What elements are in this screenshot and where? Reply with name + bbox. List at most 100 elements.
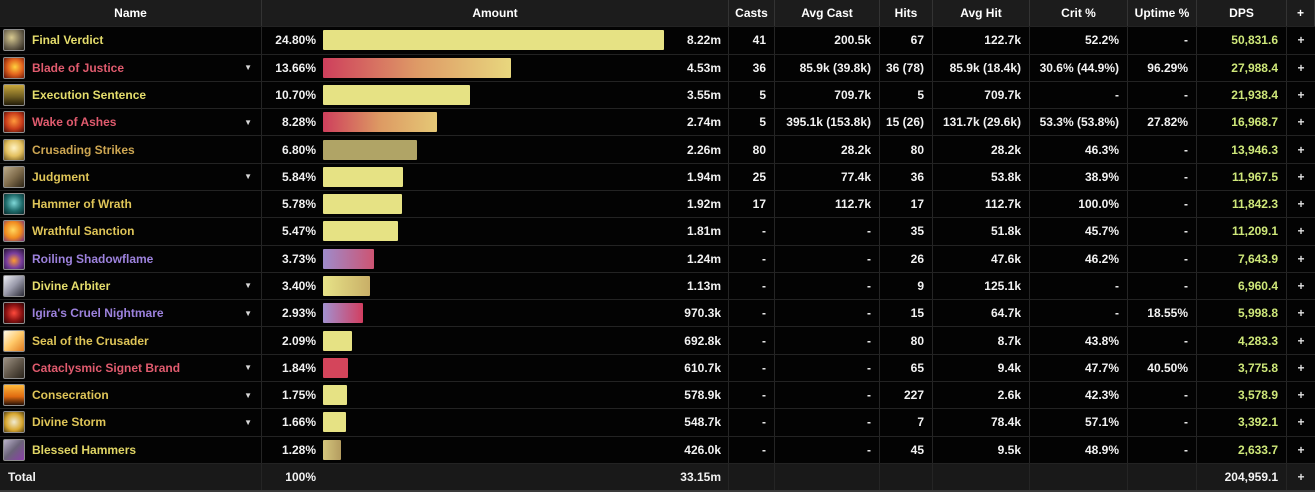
chevron-down-icon[interactable]: ▼: [244, 172, 252, 182]
table-row[interactable]: Igira's Cruel Nightmare ▼ 2.93% 970.3k - -15 6…: [0, 300, 1315, 328]
ability-name-link[interactable]: Divine Arbiter: [32, 278, 111, 293]
column-header-casts[interactable]: Casts: [729, 0, 775, 27]
plus-button[interactable]: +: [1297, 360, 1305, 375]
plus-button[interactable]: +: [1297, 169, 1305, 184]
avg-hit-value: 709.7k: [933, 81, 1030, 109]
amount-bar: [323, 57, 511, 78]
amount-bar: [323, 412, 346, 433]
chevron-down-icon[interactable]: ▼: [244, 363, 252, 373]
plus-button[interactable]: +: [1297, 197, 1305, 212]
chevron-down-icon[interactable]: ▼: [244, 63, 252, 73]
final-verdict-icon: [3, 29, 25, 52]
table-row[interactable]: Cataclysmic Signet Brand ▼ 1.84% 610.7k - -65…: [0, 354, 1315, 382]
table-row[interactable]: Crusading Strikes 6.80% 2.26m 80 28.2k 80 28.2…: [0, 136, 1315, 164]
ability-name-link[interactable]: Roiling Shadowflame: [32, 251, 154, 266]
amount-value: 548.7k: [684, 415, 721, 430]
table-row[interactable]: Roiling Shadowflame 3.73% 1.24m - -26 47.6k 46…: [0, 245, 1315, 273]
ability-name-link[interactable]: Crusading Strikes: [32, 142, 135, 157]
ability-name-link[interactable]: Wrathful Sanction: [32, 224, 135, 239]
table-row[interactable]: Final Verdict 24.80% 8.22m 41 200.5k 67 122.7k…: [0, 27, 1315, 55]
plus-button[interactable]: +: [1297, 33, 1305, 48]
ability-name-link[interactable]: Final Verdict: [32, 33, 104, 48]
plus-button[interactable]: +: [1297, 306, 1305, 321]
table-row[interactable]: Hammer of Wrath 5.78% 1.92m 17 112.7k 17 112.7…: [0, 190, 1315, 219]
plus-button[interactable]: +: [1297, 251, 1305, 266]
ability-name-link[interactable]: Hammer of Wrath: [32, 197, 132, 212]
plus-button[interactable]: +: [1297, 388, 1305, 403]
chevron-down-icon[interactable]: ▼: [244, 308, 252, 318]
column-header-avg-cast[interactable]: Avg Cast: [775, 0, 880, 27]
plus-button[interactable]: +: [1297, 333, 1305, 348]
amount-bar-track: [323, 330, 664, 351]
column-header-hits[interactable]: Hits: [880, 0, 933, 27]
ability-name-cell: Divine Arbiter ▼: [0, 272, 262, 300]
ability-name-link[interactable]: Blade of Justice: [32, 60, 125, 75]
total-amount-value: 33.15m: [680, 469, 721, 484]
crit-pct-value: 53.3% (53.8%): [1030, 109, 1128, 136]
amount-bar: [323, 275, 370, 296]
avg-hit-value: 78.4k: [933, 409, 1030, 436]
column-header-name[interactable]: Name: [0, 0, 262, 27]
ability-name-link[interactable]: Wake of Ashes: [32, 115, 117, 130]
table-row[interactable]: Blade of Justice ▼ 13.66% 4.53m 36 85.9k (39.…: [0, 54, 1315, 82]
column-header-dps[interactable]: DPS: [1197, 0, 1287, 27]
table-row[interactable]: Judgment ▼ 5.84% 1.94m 25 77.4k 36 53.8k 38.9% -1…: [0, 163, 1315, 191]
chevron-down-icon[interactable]: ▼: [244, 390, 252, 400]
avg-cast-value: 709.7k: [775, 81, 880, 109]
chevron-down-icon[interactable]: ▼: [244, 417, 252, 427]
avg-cast-value: 112.7k: [775, 190, 880, 218]
table-row[interactable]: Divine Arbiter ▼ 3.40% 1.13m - -9 125.1k - -6,96…: [0, 272, 1315, 301]
column-header-amount[interactable]: Amount: [262, 0, 729, 27]
plus-button[interactable]: +: [1297, 142, 1305, 157]
total-plus-button[interactable]: +: [1297, 469, 1305, 484]
plus-button[interactable]: +: [1297, 415, 1305, 430]
plus-button[interactable]: +: [1297, 60, 1305, 75]
chevron-down-icon[interactable]: ▼: [244, 117, 252, 127]
dps-value: 3,392.1: [1197, 409, 1287, 436]
avg-cast-value: -: [775, 218, 880, 245]
amount-cell: 8.28% 2.74m: [262, 109, 729, 136]
avg-cast-value: 77.4k: [775, 163, 880, 190]
ability-name-cell: Blade of Justice ▼: [0, 54, 262, 81]
judgment-icon: [3, 165, 25, 188]
crit-pct-value: 48.9%: [1030, 436, 1128, 463]
ability-name-link[interactable]: Seal of the Crusader: [32, 333, 149, 348]
ability-name-link[interactable]: Cataclysmic Signet Brand: [32, 360, 181, 375]
table-row[interactable]: Wake of Ashes ▼ 8.28% 2.74m 5 395.1k (153.8k)…: [0, 109, 1315, 137]
column-header-avg-hit[interactable]: Avg Hit: [933, 0, 1030, 27]
ability-name-link[interactable]: Blessed Hammers: [32, 442, 137, 457]
amount-cell: 6.80% 2.26m: [262, 136, 729, 163]
table-row[interactable]: Blessed Hammers 1.28% 426.0k - -45 9.5k 48.9% -…: [0, 436, 1315, 464]
chevron-down-icon[interactable]: ▼: [244, 281, 252, 291]
table-row[interactable]: Consecration ▼ 1.75% 578.9k - -227 2.6k 42.3% -3…: [0, 381, 1315, 410]
plus-button[interactable]: +: [1297, 278, 1305, 293]
amount-cell: 5.84% 1.94m: [262, 163, 729, 190]
amount-value: 2.26m: [686, 142, 721, 157]
crit-pct-value: 30.6% (44.9%): [1030, 54, 1128, 81]
table-row[interactable]: Divine Storm ▼ 1.66% 548.7k - -7 78.4k 57.1% -3,…: [0, 409, 1315, 437]
amount-bar: [323, 84, 471, 105]
column-header-uptime-pct[interactable]: Uptime %: [1128, 0, 1197, 27]
ability-name-link[interactable]: Divine Storm: [32, 415, 107, 430]
amount-percent: 1.75%: [281, 388, 316, 403]
crit-pct-value: 57.1%: [1030, 409, 1128, 436]
amount-percent: 2.09%: [281, 333, 316, 348]
avg-cast-value: -: [775, 272, 880, 300]
total-avg-cast: [775, 463, 880, 490]
amount-bar: [323, 330, 352, 351]
ability-name-link[interactable]: Consecration: [32, 388, 109, 403]
crit-pct-value: 100.0%: [1030, 190, 1128, 218]
column-header-crit-pct[interactable]: Crit %: [1030, 0, 1128, 27]
plus-button[interactable]: +: [1297, 87, 1305, 102]
total-percent: 100%: [285, 469, 316, 484]
table-row[interactable]: Wrathful Sanction 5.47% 1.81m - -35 51.8k 45.7…: [0, 218, 1315, 246]
table-row[interactable]: Execution Sentence 10.70% 3.55m 5 709.7k 5 709…: [0, 81, 1315, 110]
ability-name-link[interactable]: Execution Sentence: [32, 87, 147, 102]
table-row[interactable]: Seal of the Crusader 2.09% 692.8k - -80 8.7k 4…: [0, 327, 1315, 355]
plus-button[interactable]: +: [1297, 224, 1305, 239]
plus-button[interactable]: +: [1297, 442, 1305, 457]
ability-name-link[interactable]: Judgment: [32, 169, 90, 184]
ability-name-link[interactable]: Igira's Cruel Nightmare: [32, 306, 164, 321]
plus-button[interactable]: +: [1297, 115, 1305, 130]
column-header-plus[interactable]: +: [1287, 0, 1315, 27]
